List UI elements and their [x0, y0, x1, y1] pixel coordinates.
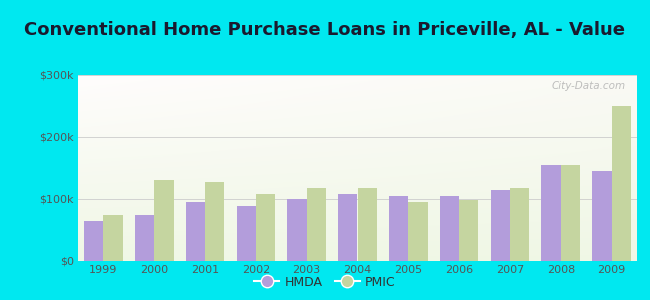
Text: Conventional Home Purchase Loans in Priceville, AL - Value: Conventional Home Purchase Loans in Pric… [25, 21, 625, 39]
Bar [205, 182, 224, 261]
Bar [358, 188, 377, 261]
Bar [103, 214, 123, 261]
Bar [256, 194, 275, 261]
Bar [408, 202, 428, 261]
Bar [135, 214, 154, 261]
Bar [561, 165, 580, 261]
Bar [84, 221, 103, 261]
Bar [389, 196, 408, 261]
Legend: HMDA, PMIC: HMDA, PMIC [250, 271, 400, 294]
Bar [338, 194, 358, 261]
Bar [287, 199, 307, 261]
Bar [459, 200, 478, 261]
Bar [592, 171, 612, 261]
Bar [154, 180, 174, 261]
Bar [186, 202, 205, 261]
Bar [612, 106, 631, 261]
Bar [440, 196, 459, 261]
Bar [541, 165, 561, 261]
Bar [491, 190, 510, 261]
Bar [237, 206, 256, 261]
Bar [307, 188, 326, 261]
Text: City-Data.com: City-Data.com [552, 81, 626, 91]
Bar [510, 188, 529, 261]
